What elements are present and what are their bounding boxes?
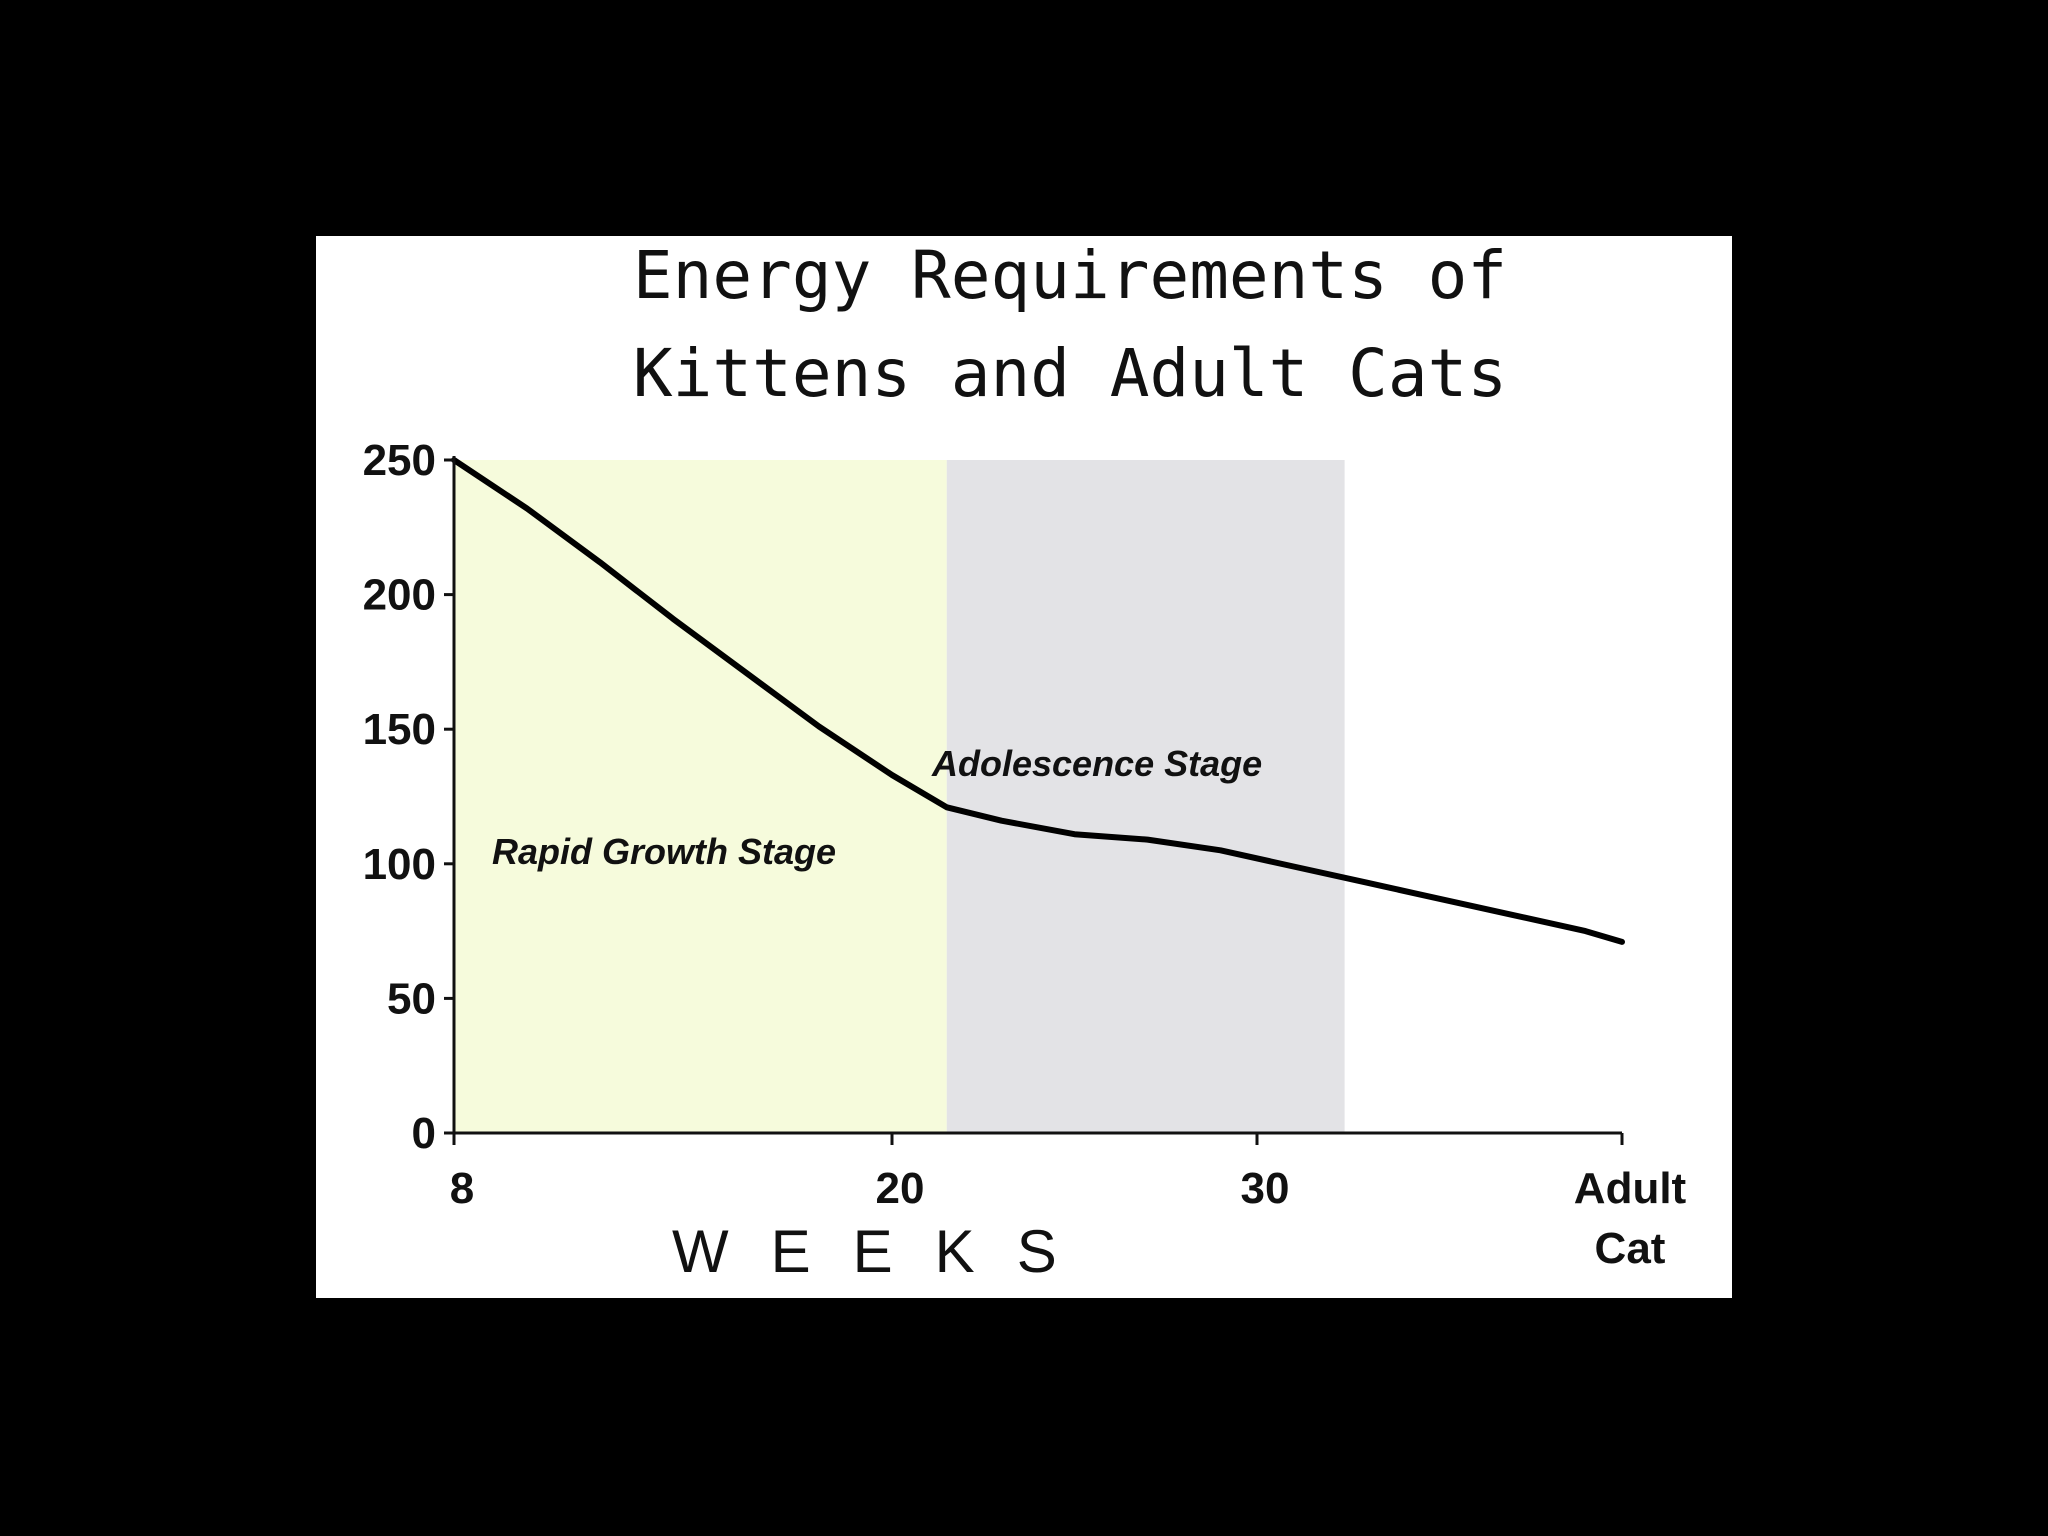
series-line-1 (451, 457, 1625, 945)
x-tick-label-2: 20 (876, 1164, 925, 1213)
chart-panel: Rapid Growth Stage Adolescence Stage 0 50 10… (316, 236, 1732, 1298)
y-tick-label-50: 50 (387, 974, 436, 1023)
x-axis-title: WEEKS (672, 1218, 1099, 1285)
chart-title-line-1: Energy Requirements of (633, 237, 1507, 314)
x-tick-label-3: 30 (1241, 1164, 1290, 1213)
y-tick-label-200: 200 (363, 571, 436, 620)
chart-title-line-2: Kittens and Adult Cats (633, 335, 1507, 412)
y-tick-label-0: 0 (412, 1109, 436, 1158)
stage-label-1: Rapid Growth Stage (492, 831, 836, 872)
x-tick-label-1: 8 (450, 1164, 474, 1213)
energy-chart: Rapid Growth Stage Adolescence Stage 0 50 10… (363, 237, 1687, 1285)
y-tick-label-250: 250 (363, 436, 436, 485)
stage-region-1 (454, 460, 947, 1133)
y-tick-label-100: 100 (363, 840, 436, 889)
y-tick-label-150: 150 (363, 705, 436, 754)
stage-label-2: Adolescence Stage (931, 743, 1262, 784)
x-tick-label-4: Adult Cat (1574, 1164, 1687, 1273)
stage-region-2 (946, 460, 1345, 1133)
